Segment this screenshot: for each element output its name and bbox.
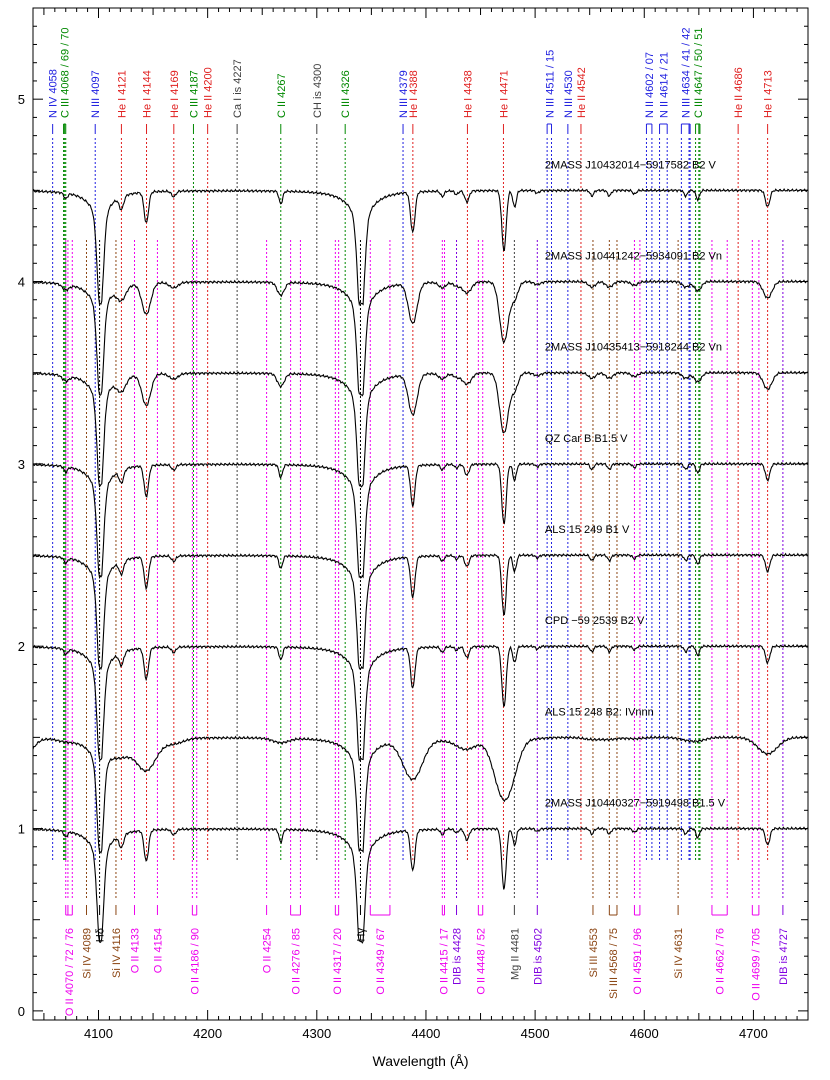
top-line-label: CH is 4300 [312,64,324,118]
top-line-label: N III 4530 [563,70,575,118]
top-line-label: He II 4686 [733,67,745,118]
x-tick-label: 4700 [739,1026,768,1041]
top-line-label: Ca I is 4227 [232,59,244,118]
bottom-line-label: O II 4317 / 20 [332,928,344,995]
top-line-label: N IV 4058 [48,69,60,118]
bottom-line-label: O II 4415 / 17 [438,928,450,995]
x-tick-label: 4200 [193,1026,222,1041]
plot-frame [32,7,809,1021]
top-line-label: He I 4471 [498,70,510,118]
spectrum-label: 2MASS J10432014−5917582 B2 V [545,159,717,171]
spectrum-label: ALS 15 248 B2: IVnnn [545,706,654,718]
y-tick-label: 1 [18,822,25,837]
bottom-line-label: O II 4133 [130,928,142,973]
bottom-line-label: Hδ [95,928,107,942]
bottom-line-label: O II 4186 / 90 [190,928,202,995]
bottom-line-label: Si IV 4116 [111,928,123,978]
spectrum-line [32,370,808,488]
y-tick-label: 3 [18,457,25,472]
spectrum-line [32,643,809,761]
top-line-label: N III 4097 [90,70,102,118]
spectrum-line [32,187,808,307]
bottom-line-label: Mg II 4481 [509,928,521,980]
x-tick-label: 4600 [630,1026,659,1041]
spectrum-line [32,552,808,670]
x-tick-label: 4500 [521,1026,550,1041]
top-line-label: C III 4647 / 50 / 51 [693,27,705,118]
top-line-label: He II 4200 [203,67,215,118]
top-line-label: He I 4388 [408,70,420,118]
x-tick-label: 4400 [411,1026,440,1041]
spectra [32,187,809,944]
bottom-line-label: O II 4591 / 96 [632,928,644,995]
top-line-label: N III 4634 / 41 / 42 [681,27,693,118]
top-line-label: N II 4602 / 07 [644,52,656,118]
line-labels: N IV 4058 C III 4068 / 69 / 70 N III 4097 H… [48,27,790,1016]
bottom-line-label: DIB is 4428 [452,928,464,985]
top-line-label: C II 4267 [276,73,288,118]
bottom-line-label: Hγ [355,928,367,942]
y-tick-label: 5 [18,92,25,107]
y-tick-label: 0 [18,1004,25,1019]
top-line-label: He II 4542 [576,67,588,118]
spectrum-line [32,826,809,944]
x-tick-label: 4300 [302,1026,331,1041]
bottom-line-label: Si III 4553 [588,928,600,978]
x-axis-label: Wavelength (Å) [373,1053,469,1069]
spectrum-label: 2MASS J10440327−5919498 B1.5 V [545,798,726,810]
bottom-line-label: DIB is 4727 [778,928,790,985]
bottom-line-label: O II 4349 / 67 [375,928,387,995]
bottom-line-label: O II 4699 / 705 [751,928,763,1001]
y-tick-label: 2 [18,639,25,654]
bottom-line-label: O II 4070 / 72 / 76 [64,928,76,1016]
spectrum-label: 2MASS J10435413−5918244 B2 Vn [545,342,722,354]
top-line-label: C III 4187 [188,70,200,118]
axes: 4100 4200 4300 4400 4500 4600 4700 0 1 2 3 4 5 [18,7,809,1041]
top-line-label: C III 4326 [340,70,352,118]
top-line-label: He I 4169 [169,70,181,118]
top-line-label: He I 4144 [142,70,154,118]
bottom-line-label: O II 4448 / 52 [476,928,488,995]
spectrum-line [32,279,809,397]
top-line-label: He I 4713 [763,70,775,118]
bottom-line-label: O II 4254 [262,928,274,973]
x-tick-label: 4100 [84,1026,113,1041]
bottom-line-label: O II 4154 [152,928,164,973]
bottom-line-label: Si IV 4089 [81,928,93,979]
bottom-line-label: O II 4662 / 76 [715,928,727,995]
top-line-label: N II 4614 / 21 [658,52,670,118]
top-line-label: C III 4068 / 69 / 70 [60,27,72,118]
bottom-line-label: Si III 4568 / 75 [608,928,620,999]
spectrum-line [32,735,808,854]
bottom-line-label: O II 4276 / 85 [291,928,303,995]
spectrum-label: QZ Car B B1.5 V [545,433,628,445]
bottom-line-label: DIB is 4502 [532,928,544,985]
spectrum-label: CPD −59 2539 B2 V [545,615,645,627]
top-line-label: He I 4438 [462,70,474,118]
spectrum-line [32,461,809,580]
y-tick-label: 4 [18,275,25,290]
line-markers [52,138,784,898]
spectrum-label: ALS 15 249 B1 V [545,524,630,536]
bottom-line-label: Si IV 4631 [673,928,685,979]
spectrum-label: 2MASS J10441242−5934091 B2 Vn [545,251,722,263]
top-line-label: N III 4379 [398,70,410,118]
top-line-label: He I 4121 [116,70,128,118]
top-line-label: N III 4511 / 15 [544,50,556,118]
